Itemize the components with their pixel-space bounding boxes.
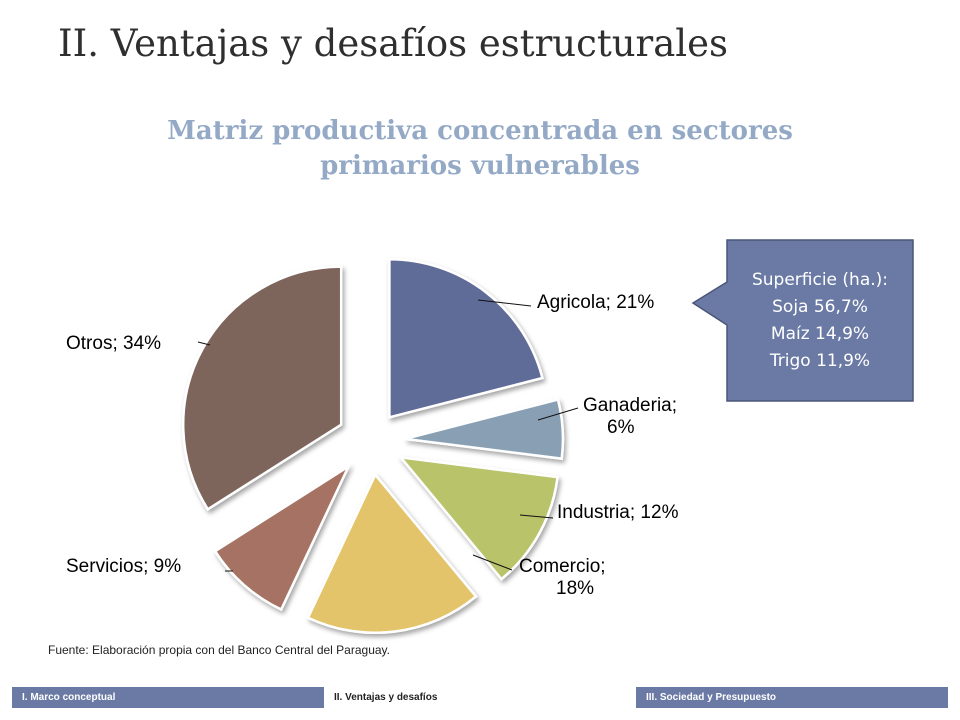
section-nav: I. Marco conceptual II. Ventajas y desaf…	[12, 687, 948, 708]
slide-title: II. Ventajas y desafíos estructurales	[58, 22, 729, 65]
nav-tab-ventajas-desafios[interactable]: II. Ventajas y desafíos	[324, 687, 636, 708]
pie-slice-ganaderia	[404, 398, 565, 461]
slide-subtitle: Matriz productiva concentrada en sectore…	[100, 114, 860, 184]
subtitle-line-2: primarios vulnerables	[320, 151, 640, 181]
pie-chart: Agricola; 21% Ganaderia;6% Industria; 12% C…	[66, 239, 914, 634]
callout-line-1: Superficie (ha.):	[752, 270, 888, 290]
slice-label-comercio-line2: 18%	[556, 578, 594, 599]
nav-tab-marco-conceptual[interactable]: I. Marco conceptual	[12, 687, 324, 708]
pie-slice-agricola	[388, 258, 544, 419]
slice-label-agricola: Agricola; 21%	[537, 292, 654, 313]
callout-line-3: Maíz 14,9%	[771, 324, 869, 344]
nav-tab-sociedad-presupuesto[interactable]: III. Sociedad y Presupuesto	[636, 687, 948, 708]
leader-line-agricola	[477, 299, 532, 307]
pie-slice-servicios	[213, 463, 352, 612]
source-note: Fuente: Elaboración propia con del Banco…	[48, 643, 390, 657]
pie-slice-otros	[181, 265, 343, 512]
slice-label-otros: Otros; 34%	[66, 333, 161, 354]
callout-line-2: Soja 56,7%	[772, 297, 868, 317]
leader-line-industria	[519, 514, 554, 519]
slice-label-ganaderia: Ganaderia;	[583, 395, 677, 416]
subtitle-line-1: Matriz productiva concentrada en sectore…	[167, 116, 793, 146]
slice-label-servicios: Servicios; 9%	[66, 556, 181, 577]
slice-label-industria: Industria; 12%	[557, 502, 679, 523]
pie-slice-comercio	[306, 472, 478, 634]
pie-slice-industria	[397, 455, 559, 581]
leader-line-otros	[197, 341, 211, 346]
callout-box	[691, 239, 914, 402]
leader-line-ganaderia	[537, 407, 579, 421]
slice-label-ganaderia-line2: 6%	[607, 417, 635, 438]
callout-line-4: Trigo 11,9%	[769, 351, 870, 371]
leader-line-comercio	[472, 554, 513, 571]
slice-label-comercio: Comercio;	[519, 556, 606, 577]
